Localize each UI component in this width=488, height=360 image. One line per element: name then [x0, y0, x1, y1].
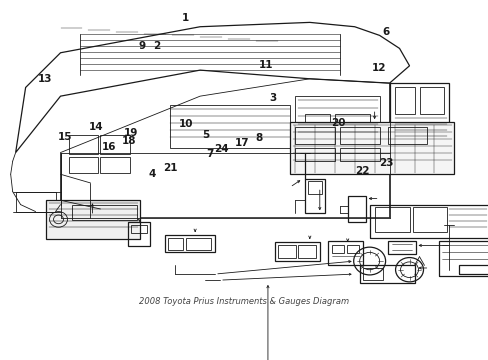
Bar: [68, 135, 98, 154]
Text: 8: 8: [255, 133, 262, 143]
Text: 5: 5: [202, 130, 209, 140]
Bar: [387, 126, 427, 144]
Text: 17: 17: [234, 138, 249, 148]
Bar: [294, 148, 334, 161]
Bar: [170, 105, 289, 148]
Bar: [274, 242, 319, 261]
Bar: [439, 241, 488, 276]
Text: 18: 18: [122, 136, 136, 146]
Bar: [294, 96, 379, 148]
Text: 2: 2: [153, 41, 160, 51]
Bar: [72, 204, 137, 220]
Bar: [16, 192, 56, 212]
Bar: [304, 113, 329, 131]
Bar: [68, 157, 98, 172]
Bar: [297, 244, 315, 258]
Text: 1: 1: [181, 13, 188, 23]
Bar: [128, 222, 150, 246]
Text: 14: 14: [88, 122, 103, 132]
Bar: [339, 126, 379, 144]
Text: 10: 10: [179, 119, 193, 129]
Bar: [458, 265, 488, 274]
Bar: [186, 238, 211, 250]
Bar: [412, 207, 447, 231]
Text: 15: 15: [58, 132, 73, 141]
Bar: [374, 207, 408, 231]
Bar: [131, 225, 147, 233]
Bar: [419, 87, 444, 113]
Text: 4: 4: [148, 169, 155, 179]
Text: 13: 13: [38, 74, 53, 84]
Bar: [327, 241, 362, 265]
Bar: [359, 265, 414, 283]
Bar: [362, 268, 382, 280]
Bar: [168, 238, 183, 250]
Text: 23: 23: [378, 158, 392, 168]
Bar: [346, 244, 358, 253]
Bar: [347, 196, 365, 222]
Bar: [389, 83, 448, 170]
Text: 11: 11: [259, 60, 273, 70]
Text: 9: 9: [138, 41, 145, 51]
Bar: [277, 244, 295, 258]
Bar: [294, 126, 334, 144]
Bar: [334, 113, 369, 131]
Bar: [100, 135, 130, 154]
Bar: [100, 157, 130, 172]
Bar: [165, 235, 215, 252]
Text: 7: 7: [206, 149, 214, 159]
Bar: [387, 241, 415, 254]
Text: 19: 19: [124, 129, 138, 139]
Bar: [331, 244, 343, 253]
Text: 21: 21: [163, 163, 177, 173]
Text: 3: 3: [268, 93, 276, 103]
Text: 12: 12: [370, 63, 385, 73]
Bar: [339, 148, 379, 161]
Bar: [394, 87, 414, 113]
Text: 24: 24: [213, 144, 228, 154]
Bar: [307, 181, 321, 194]
Bar: [304, 179, 324, 213]
Bar: [45, 200, 140, 239]
Text: 16: 16: [102, 142, 116, 152]
Text: 22: 22: [354, 166, 368, 176]
Text: 2008 Toyota Prius Instruments & Gauges Diagram: 2008 Toyota Prius Instruments & Gauges D…: [139, 297, 348, 306]
Text: 6: 6: [382, 27, 389, 37]
Bar: [369, 204, 488, 238]
Text: 20: 20: [331, 117, 345, 127]
Bar: [289, 122, 453, 174]
